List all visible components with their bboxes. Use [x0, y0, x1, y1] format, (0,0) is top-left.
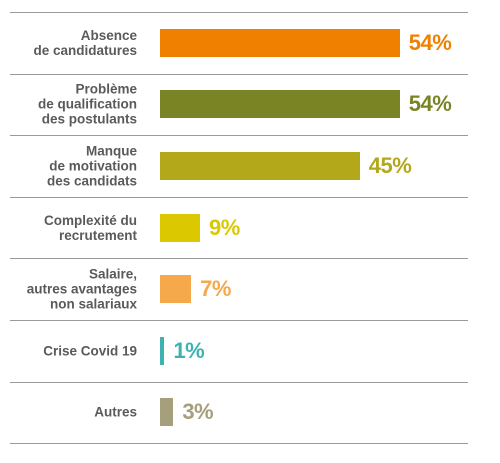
bar	[160, 275, 192, 304]
value-label: 45%	[368, 153, 412, 178]
value-label: 7%	[200, 276, 231, 302]
bar	[160, 90, 400, 119]
separator	[10, 196, 468, 198]
bar	[160, 336, 165, 365]
separator	[10, 73, 468, 75]
bar	[160, 152, 360, 180]
bar	[160, 28, 400, 57]
category-label: Absence de candidatures	[33, 27, 137, 58]
value-label: 3%	[182, 399, 214, 425]
value-label: 9%	[208, 214, 240, 240]
separator	[10, 12, 468, 13]
separator	[10, 443, 468, 445]
separator	[10, 381, 468, 383]
separator	[10, 135, 468, 137]
separator	[10, 258, 468, 260]
category-label: Problème de qualification des postulants	[37, 81, 137, 127]
category-label: Salaire, autres avantages non salariaux	[26, 266, 137, 312]
category-label: Complexité du recrutement	[43, 212, 137, 243]
value-label: 54%	[408, 29, 452, 55]
category-label: Crise Covid 19	[43, 343, 137, 359]
category-label: Autres	[94, 404, 137, 420]
category-label: Manque de motivation des candidats	[46, 143, 137, 189]
separator	[10, 320, 468, 321]
bar	[160, 398, 174, 427]
value-label: 1%	[173, 337, 205, 363]
value-label: 54%	[408, 91, 452, 117]
bar	[160, 213, 200, 242]
